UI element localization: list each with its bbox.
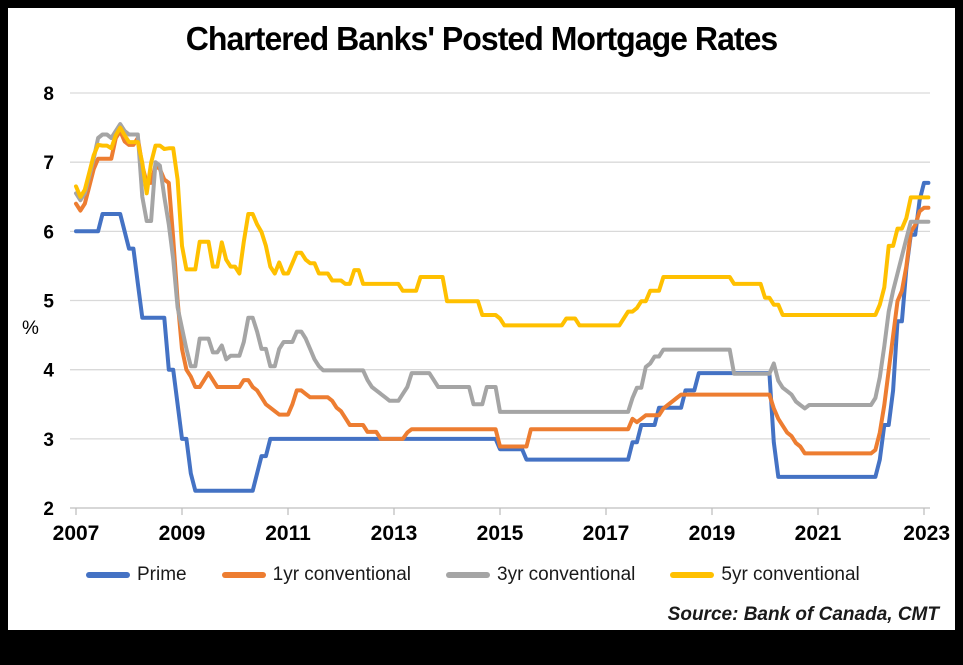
x-axis-tick-label-2011: 2011	[265, 522, 311, 545]
legend-label-prime: Prime	[137, 564, 187, 585]
x-axis-tick-label-2017: 2017	[583, 522, 630, 545]
y-axis-tick-label-3: 3	[43, 430, 54, 451]
y-axis-tick-label-7: 7	[43, 153, 54, 174]
chart-title: Chartered Banks' Posted Mortgage Rates	[185, 20, 779, 57]
y-axis-tick-label-6: 6	[43, 222, 54, 243]
chart-legend: Prime 1yr conventional 3yr conventional …	[86, 561, 860, 589]
legend-label-1yr-conventional: 1yr conventional	[272, 564, 411, 585]
legend-swatch-3yr-conventional	[446, 572, 490, 578]
x-axis-tick-label-2013: 2013	[371, 522, 418, 545]
y-axis-tick-label-8: 8	[43, 84, 54, 105]
chart-panel: Chartered Banks' Posted Mortgage Rates 2…	[8, 8, 955, 630]
y-axis-tick-label-2: 2	[43, 499, 54, 520]
legend-item-3yr-conventional: 3yr conventional	[446, 564, 635, 586]
legend-item-1yr-conventional: 1yr conventional	[221, 564, 411, 586]
x-axis-tick-label-2021: 2021	[795, 522, 842, 545]
series-line-prime	[74, 180, 931, 493]
x-axis-tick-label-2019: 2019	[689, 522, 736, 545]
x-axis-tick-label-2015: 2015	[477, 522, 524, 545]
chart-plot-area: 2 3 4 5 6 7 8% 2007 2009 2011 2013 2015 2017 2019 2021…	[22, 84, 950, 545]
source-note: Source: Bank of Canada, CMT	[667, 604, 939, 625]
x-axis-tick-label-2007: 2007	[53, 522, 100, 545]
series-line-3yr-conventional	[74, 122, 931, 414]
legend-label-3yr-conventional: 3yr conventional	[497, 564, 636, 585]
y-axis-title: %	[22, 318, 39, 339]
y-axis-tick-label-5: 5	[43, 292, 54, 313]
series-line-1yr-conventional	[74, 129, 931, 456]
series-line-5yr-conventional	[74, 125, 931, 328]
legend-item-5yr-conventional: 5yr conventional	[670, 564, 860, 586]
legend-swatch-prime	[86, 572, 130, 578]
legend-label-5yr-conventional: 5yr conventional	[721, 564, 860, 585]
legend-swatch-1yr-conventional	[221, 572, 266, 578]
x-axis-tick-label-2009: 2009	[159, 522, 206, 545]
y-axis-tick-label-4: 4	[43, 361, 54, 382]
legend-swatch-5yr-conventional	[670, 572, 715, 578]
x-axis-tick-label-2023: 2023	[903, 522, 950, 545]
legend-item-prime: Prime	[86, 564, 187, 586]
